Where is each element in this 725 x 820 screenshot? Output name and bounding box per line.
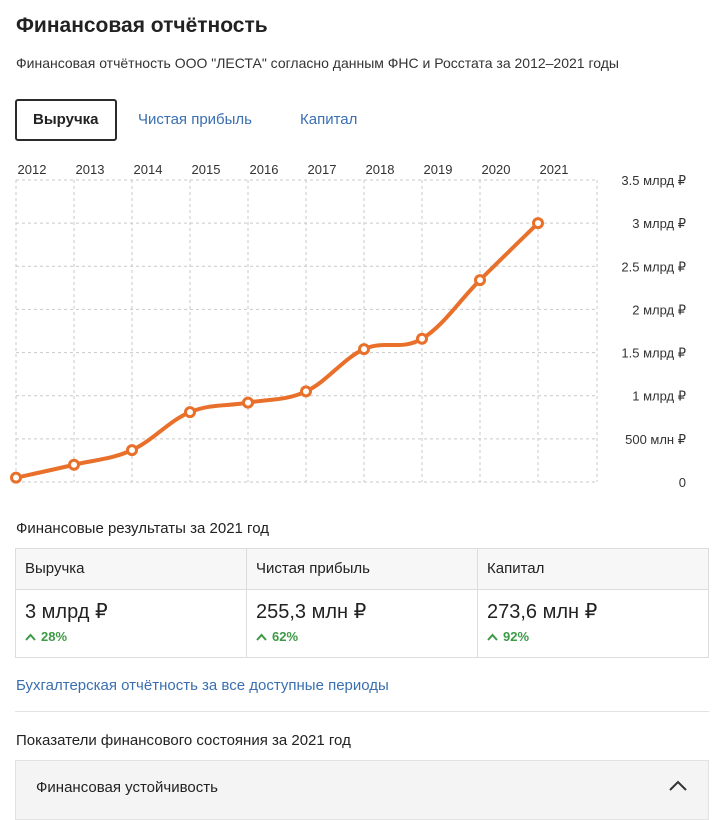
arrow-up-icon — [25, 629, 36, 644]
data-point — [358, 343, 370, 356]
data-point — [184, 406, 196, 419]
result-label: Капитал — [478, 549, 708, 590]
data-point — [10, 471, 22, 484]
result-value: 255,3 млн ₽ — [256, 601, 367, 623]
series-line-revenue — [14, 221, 540, 480]
divider — [15, 711, 709, 712]
data-point — [474, 274, 486, 287]
data-point — [300, 385, 312, 398]
revenue-line-chart: 2012 2013 2014 2015 2016 2017 2018 2019 2020 2021… — [10, 162, 686, 490]
x-tick-label: 2021 — [540, 162, 569, 177]
arrow-up-icon — [256, 629, 267, 644]
result-growth: 28% — [25, 629, 67, 644]
page-subtitle: Финансовая отчётность ООО "ЛЕСТА" соглас… — [16, 55, 619, 71]
result-growth-value: 92% — [503, 629, 530, 644]
x-tick-label: 2018 — [366, 162, 395, 177]
results-title: Финансовые результаты за 2021 год — [16, 520, 269, 537]
data-point — [532, 217, 544, 230]
all-periods-link[interactable]: Бухгалтерская отчётность за все доступны… — [16, 677, 389, 694]
y-tick-label: 1 млрд ₽ — [632, 389, 686, 404]
result-label: Выручка — [16, 549, 246, 590]
result-value: 3 млрд ₽ — [25, 601, 108, 623]
result-label: Чистая прибыль — [247, 549, 477, 590]
x-tick-label: 2017 — [308, 162, 337, 177]
y-tick-label: 3.5 млрд ₽ — [621, 173, 686, 188]
y-tick-label: 1.5 млрд ₽ — [621, 346, 686, 361]
x-tick-label: 2020 — [482, 162, 511, 177]
arrow-up-icon — [487, 629, 498, 644]
chevron-up-icon[interactable] — [668, 779, 688, 797]
x-tick-label: 2012 — [18, 162, 47, 177]
y-tick-label: 2.5 млрд ₽ — [621, 259, 686, 274]
y-tick-label: 3 млрд ₽ — [632, 216, 686, 231]
accordion-financial-stability[interactable]: Финансовая устойчивость — [15, 760, 709, 820]
x-tick-label: 2015 — [192, 162, 221, 177]
tab-net-profit[interactable]: Чистая прибыль — [138, 111, 252, 128]
data-point — [68, 458, 80, 471]
data-point — [416, 332, 428, 345]
result-value: 273,6 млн ₽ — [487, 601, 598, 623]
result-growth-value: 28% — [41, 629, 68, 644]
x-tick-label: 2013 — [76, 162, 105, 177]
x-tick-label: 2016 — [250, 162, 279, 177]
data-point — [126, 444, 138, 457]
y-tick-label: 500 млн ₽ — [625, 432, 686, 447]
y-tick-label: 0 — [679, 475, 686, 490]
x-tick-label: 2014 — [134, 162, 163, 177]
result-card-capital: Капитал 273,6 млн ₽ 92% — [478, 549, 708, 657]
results-table: Выручка 3 млрд ₽ 28% Чистая прибыль 255,… — [15, 548, 709, 658]
data-point — [242, 396, 254, 409]
result-growth: 92% — [487, 629, 529, 644]
y-tick-label: 2 млрд ₽ — [632, 302, 686, 317]
accordion-label: Финансовая устойчивость — [36, 779, 218, 796]
indicators-title: Показатели финансового состояния за 2021… — [16, 732, 351, 749]
result-card-net-profit: Чистая прибыль 255,3 млн ₽ 62% — [247, 549, 478, 657]
result-card-revenue: Выручка 3 млрд ₽ 28% — [16, 549, 247, 657]
page-title: Финансовая отчётность — [16, 14, 268, 37]
tab-capital[interactable]: Капитал — [300, 111, 358, 128]
result-growth: 62% — [256, 629, 298, 644]
tab-revenue[interactable]: Выручка — [15, 99, 117, 141]
x-tick-label: 2019 — [424, 162, 453, 177]
result-growth-value: 62% — [272, 629, 299, 644]
